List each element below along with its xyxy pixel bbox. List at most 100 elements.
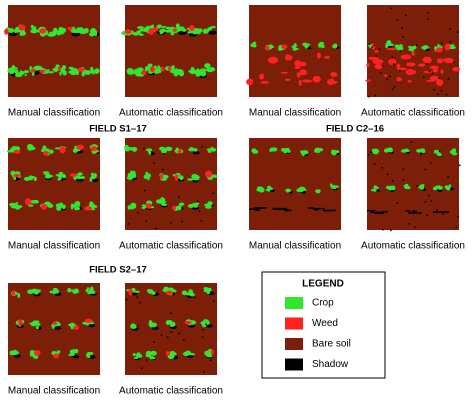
shadow [422, 76, 425, 78]
crop [159, 200, 165, 205]
shadow [143, 147, 145, 150]
shadow [437, 188, 440, 191]
crop [187, 178, 194, 181]
crop [8, 149, 14, 153]
panel-caption: Automatic classification [361, 108, 465, 119]
weed [260, 80, 270, 84]
weed [52, 321, 57, 325]
crop [127, 69, 134, 73]
crop [45, 176, 50, 179]
crop [14, 73, 23, 78]
weed [42, 150, 49, 156]
shadow [212, 204, 214, 206]
shadow [386, 78, 389, 81]
shadow [152, 152, 154, 154]
weed [452, 67, 460, 72]
crop [373, 185, 378, 190]
shadow [414, 226, 416, 228]
crop [195, 72, 200, 77]
weed [400, 54, 412, 60]
crop [159, 25, 167, 28]
crop [333, 185, 336, 190]
shadow [382, 229, 384, 231]
crop [144, 66, 149, 72]
shadow [143, 189, 146, 192]
crop [49, 290, 53, 294]
crop [213, 174, 218, 178]
crop [170, 30, 175, 36]
legend-swatch [285, 317, 303, 330]
crop [450, 46, 456, 50]
shadow [396, 19, 399, 21]
crop [92, 291, 96, 294]
weed [259, 73, 265, 80]
crop [388, 43, 394, 47]
classification-map [367, 138, 461, 232]
shadow [402, 168, 405, 170]
shadow [254, 209, 260, 211]
weed [189, 25, 195, 31]
crop [13, 351, 19, 355]
crop [30, 323, 37, 327]
weed [411, 51, 416, 56]
crop [331, 149, 337, 152]
crop [417, 149, 421, 153]
weed [152, 27, 159, 32]
weed [11, 290, 16, 296]
shadow [438, 77, 440, 79]
crop [72, 204, 78, 208]
classification-map [124, 138, 218, 230]
crop [397, 46, 404, 51]
shadow [178, 332, 180, 335]
crop [53, 28, 57, 33]
shadow [429, 162, 432, 164]
shadow [373, 44, 375, 47]
crop [270, 45, 275, 48]
shadow [88, 355, 96, 359]
weed [396, 77, 402, 82]
crop [170, 321, 176, 327]
weed [298, 62, 307, 67]
crop [390, 185, 396, 190]
classification-map [249, 138, 341, 230]
weed [429, 75, 440, 81]
crop [28, 147, 32, 151]
crop [145, 175, 150, 179]
crop [52, 68, 58, 71]
shadow [72, 355, 80, 359]
shadow [284, 209, 292, 212]
shadow [408, 212, 422, 214]
shadow [412, 210, 417, 213]
crop [7, 69, 13, 73]
weed [124, 29, 132, 34]
crop [267, 186, 271, 191]
crop [385, 185, 391, 190]
legend-label: Crop [312, 298, 334, 309]
crop [124, 146, 130, 151]
crop [133, 290, 140, 293]
shadow [445, 93, 448, 96]
shadow [170, 222, 172, 224]
panel-caption: Manual classification [249, 241, 341, 252]
panel-caption: Manual classification [8, 386, 100, 397]
crop [254, 150, 259, 153]
legend-box [261, 271, 386, 379]
shadow [209, 359, 212, 362]
crop [62, 66, 66, 70]
weed [57, 66, 62, 71]
weed [90, 146, 98, 152]
crop [15, 27, 20, 33]
shadow [311, 207, 325, 210]
weed [299, 69, 308, 76]
weed [406, 62, 416, 67]
crop [70, 326, 74, 330]
crop [131, 323, 135, 328]
shadow [371, 46, 373, 49]
crop [135, 353, 140, 358]
crop [281, 148, 286, 152]
shadow [137, 325, 139, 327]
crop [451, 148, 456, 152]
crop [448, 184, 452, 187]
shadow [205, 324, 213, 328]
crop [405, 149, 410, 153]
